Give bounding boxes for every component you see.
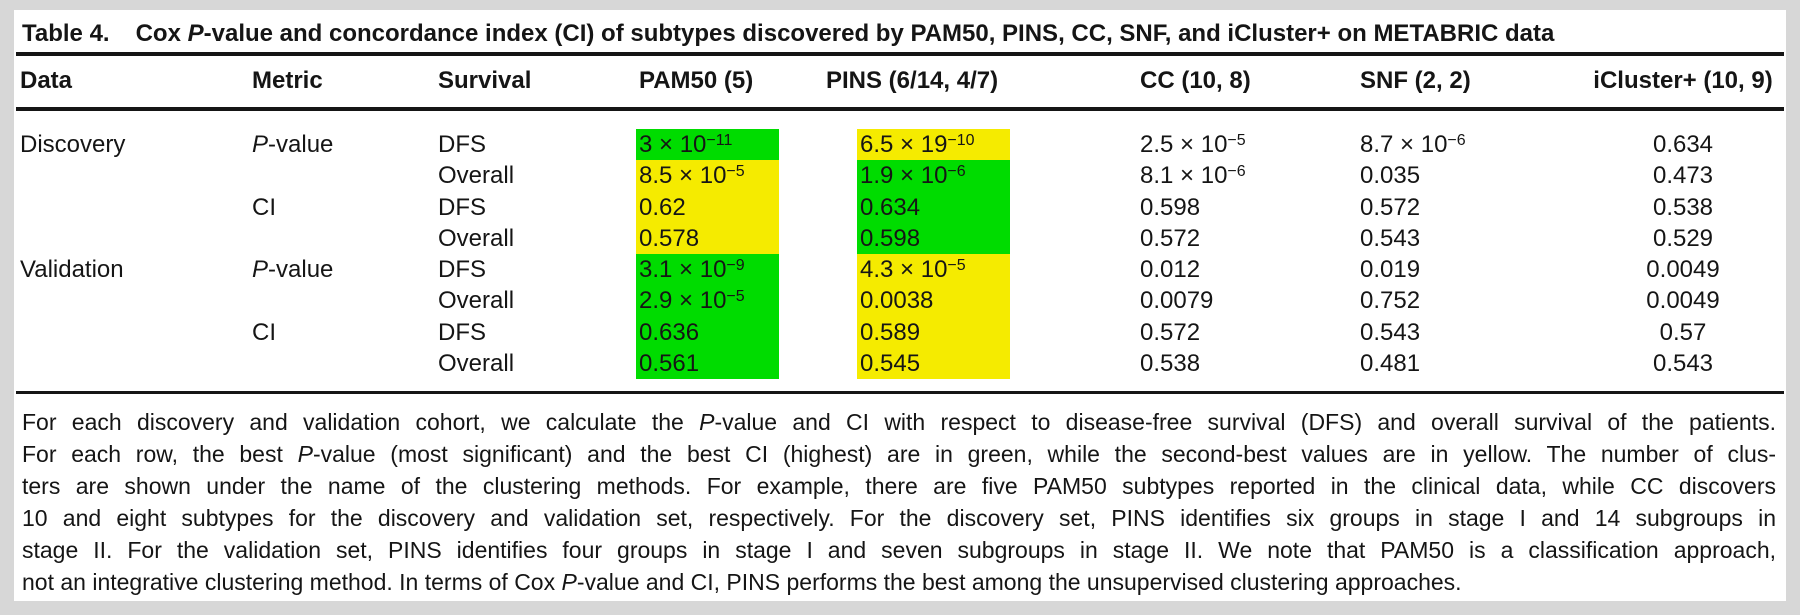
column-header-metric: Metric bbox=[252, 67, 323, 94]
table-row: Overall 0.561 0.545 0.538 0.481 0.543 bbox=[14, 347, 1786, 379]
value-cell-pam50: 3.1 × 10−9 bbox=[636, 254, 779, 286]
value-cell-cc: 0.012 bbox=[1140, 256, 1201, 283]
value-cell-icluster: 0.538 bbox=[1652, 193, 1714, 221]
value-cell-snf: 0.543 bbox=[1360, 318, 1421, 346]
value-cell-pam50: 2.9 × 10−5 bbox=[636, 285, 779, 317]
value-cell-icluster: 0.543 bbox=[1652, 349, 1714, 377]
value-cell-pam50: 3 × 10−11 bbox=[636, 129, 779, 161]
value-cell-pins: 0.589 bbox=[857, 316, 1010, 348]
column-header-icluster: iCluster+ (10, 9) bbox=[1593, 67, 1773, 94]
row-label-data: Validation bbox=[20, 256, 124, 283]
row-label-survival: Overall bbox=[438, 349, 515, 377]
value-cell-cc: 0.0079 bbox=[1140, 287, 1214, 315]
value-cell-icluster: 0.634 bbox=[1652, 131, 1714, 158]
table-number: Table 4. bbox=[22, 20, 110, 47]
value-cell-snf: 0.752 bbox=[1360, 287, 1421, 315]
value-cell-cc: 0.572 bbox=[1140, 318, 1201, 346]
row-label-survival: Overall bbox=[438, 162, 515, 190]
value-cell-pins: 0.634 bbox=[857, 191, 1010, 223]
value-cell-snf: 0.019 bbox=[1360, 256, 1421, 283]
value-cell-pam50: 0.578 bbox=[636, 222, 779, 254]
table-panel: Table 4. Cox P-value and concordance inde… bbox=[14, 10, 1786, 601]
value-cell-cc: 2.5 × 10−5 bbox=[1140, 131, 1246, 158]
footnote-line: not an integrative clustering method. In… bbox=[22, 569, 1462, 595]
table-footnote: For each discovery and validation cohort… bbox=[22, 406, 1776, 598]
table-body: Discovery P-value DFS 3 × 10−11 6.5 × 19−10 2… bbox=[14, 129, 1786, 379]
footnote-line: For each discovery and validation cohort… bbox=[22, 409, 1777, 435]
row-label-metric: P-value bbox=[252, 131, 334, 158]
value-cell-cc: 0.572 bbox=[1140, 224, 1201, 252]
footnote-line: ters are shown under the name of the clu… bbox=[22, 473, 1776, 499]
value-cell-pins: 4.3 × 10−5 bbox=[857, 254, 1010, 286]
table-row: Validation P-value DFS 3.1 × 10−9 4.3 × 10−5… bbox=[14, 254, 1786, 286]
table-row: Overall 0.578 0.598 0.572 0.543 0.529 bbox=[14, 222, 1786, 254]
column-header-data: Data bbox=[20, 67, 73, 94]
value-cell-pins: 6.5 × 19−10 bbox=[857, 129, 1010, 161]
column-header-pins: PINS (6/14, 4/7) bbox=[826, 67, 999, 94]
value-cell-icluster: 0.0049 bbox=[1646, 256, 1720, 283]
table-row: Discovery P-value DFS 3 × 10−11 6.5 × 19−10 2… bbox=[14, 129, 1786, 161]
value-cell-cc: 0.598 bbox=[1140, 193, 1201, 221]
value-cell-icluster: 0.529 bbox=[1652, 224, 1714, 252]
value-cell-pins: 0.545 bbox=[857, 347, 1010, 379]
value-cell-pam50: 8.5 × 10−5 bbox=[636, 160, 779, 192]
table-row: CI DFS 0.62 0.634 0.598 0.572 0.538 bbox=[14, 191, 1786, 223]
divider-below-header bbox=[16, 107, 1784, 111]
value-cell-pins: 1.9 × 10−6 bbox=[857, 160, 1010, 192]
value-cell-cc: 8.1 × 10−6 bbox=[1140, 162, 1246, 190]
row-label-survival: DFS bbox=[438, 256, 486, 283]
value-cell-snf: 8.7 × 10−6 bbox=[1360, 131, 1466, 158]
row-label-metric: CI bbox=[252, 318, 276, 346]
column-header-pam50: PAM50 (5) bbox=[639, 67, 754, 94]
value-cell-icluster: 0.0049 bbox=[1646, 287, 1720, 315]
value-cell-snf: 0.572 bbox=[1360, 193, 1421, 221]
value-cell-icluster: 0.473 bbox=[1652, 162, 1714, 190]
divider-above-footnote bbox=[16, 391, 1784, 394]
row-label-survival: DFS bbox=[438, 131, 486, 158]
value-cell-snf: 0.481 bbox=[1360, 349, 1421, 377]
value-cell-pins: 0.0038 bbox=[857, 285, 1010, 317]
column-header-survival: Survival bbox=[438, 67, 532, 94]
row-label-survival: Overall bbox=[438, 287, 515, 315]
row-label-survival: DFS bbox=[438, 318, 486, 346]
divider-below-caption bbox=[16, 52, 1784, 56]
row-label-survival: Overall bbox=[438, 224, 515, 252]
table-row: Overall 8.5 × 10−5 1.9 × 10−6 8.1 × 10−6 0.0… bbox=[14, 160, 1786, 192]
table-row: Overall 2.9 × 10−5 0.0038 0.0079 0.752 0.0049 bbox=[14, 285, 1786, 317]
footnote-line: stage II. For the validation set, PINS i… bbox=[22, 537, 1776, 563]
row-label-data: Discovery bbox=[20, 131, 126, 158]
value-cell-snf: 0.543 bbox=[1360, 224, 1421, 252]
row-label-survival: DFS bbox=[438, 193, 486, 221]
value-cell-pam50: 0.62 bbox=[636, 191, 779, 223]
footnote-line: 10 and eight subtypes for the discovery … bbox=[22, 505, 1776, 531]
row-label-metric: CI bbox=[252, 193, 276, 221]
table-caption: Table 4. Cox P-value and concordance inde… bbox=[22, 16, 1554, 52]
table-header-row: Data Metric Survival PAM50 (5) PINS (6/14, 4… bbox=[14, 56, 1786, 106]
value-cell-cc: 0.538 bbox=[1140, 349, 1201, 377]
footnote-line: For each row, the best P-value (most sig… bbox=[22, 441, 1777, 467]
value-cell-pins: 0.598 bbox=[857, 222, 1010, 254]
row-label-metric: P-value bbox=[252, 256, 334, 283]
value-cell-icluster: 0.57 bbox=[1659, 318, 1707, 346]
value-cell-snf: 0.035 bbox=[1360, 162, 1421, 190]
column-header-cc: CC (10, 8) bbox=[1140, 67, 1251, 94]
column-header-snf: SNF (2, 2) bbox=[1360, 67, 1471, 94]
value-cell-pam50: 0.636 bbox=[636, 316, 779, 348]
table-caption-text: Cox P-value and concordance index (CI) o… bbox=[135, 20, 1555, 47]
table-row: CI DFS 0.636 0.589 0.572 0.543 0.57 bbox=[14, 316, 1786, 348]
value-cell-pam50: 0.561 bbox=[636, 347, 779, 379]
